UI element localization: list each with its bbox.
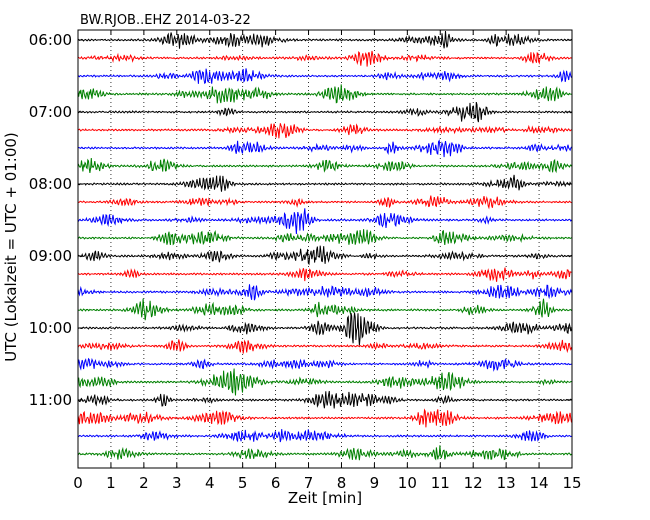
trace-line	[77, 101, 572, 123]
y-axis-title: UTC (Lokalzeit = UTC + 01:00)	[2, 132, 20, 362]
trace-line	[77, 50, 572, 67]
y-axis: 06:00 07:00 08:00 09:00 10:00 11:00	[29, 31, 572, 409]
trace-line	[77, 408, 572, 428]
x-tick-label: 7	[304, 474, 314, 492]
trace-line	[77, 339, 572, 354]
x-tick-label: 3	[172, 474, 182, 492]
x-tick-label: 0	[73, 474, 83, 492]
trace-line	[77, 368, 572, 396]
x-axis-title: Zeit [min]	[288, 489, 362, 507]
x-tick-label: 10	[398, 474, 417, 492]
y-tick-label: 11:00	[29, 391, 72, 409]
trace-line	[77, 84, 572, 104]
trace-line	[77, 229, 572, 246]
x-tick-label: 9	[370, 474, 380, 492]
trace-line	[77, 208, 572, 234]
trace-line	[77, 123, 572, 139]
x-tick-label: 15	[562, 474, 581, 492]
x-tick-label: 4	[205, 474, 215, 492]
trace-line	[77, 298, 572, 321]
trace-line	[77, 312, 572, 346]
x-tick-label: 1	[106, 474, 116, 492]
x-tick-label: 12	[464, 474, 483, 492]
trace-line	[77, 445, 572, 461]
x-tick-label: 6	[271, 474, 281, 492]
trace-line	[77, 429, 572, 443]
y-tick-label: 10:00	[29, 319, 72, 337]
trace-line	[77, 357, 572, 372]
x-tick-label: 5	[238, 474, 248, 492]
x-tick-label: 11	[431, 474, 450, 492]
trace-line	[77, 139, 572, 158]
trace-line	[77, 267, 572, 282]
y-tick-label: 06:00	[29, 31, 72, 49]
trace-line	[77, 390, 572, 409]
plot-frame	[77, 29, 573, 469]
trace-line	[77, 157, 572, 174]
x-tick-label: 14	[530, 474, 549, 492]
trace-group	[77, 31, 572, 461]
x-tick-label: 2	[139, 474, 149, 492]
y-tick-label: 08:00	[29, 175, 72, 193]
x-axis: 0 1 2 3 4 5 6 7 8 9 10 11 12 13 14 15	[73, 30, 582, 492]
trace-line	[77, 31, 572, 49]
trace-line	[77, 284, 572, 301]
x-tick-label: 13	[497, 474, 516, 492]
x-tick-label: 8	[337, 474, 347, 492]
chart-title: BW.RJOB..EHZ 2014-03-22	[80, 13, 251, 28]
trace-line	[77, 68, 572, 85]
y-tick-label: 09:00	[29, 247, 72, 265]
y-tick-label: 07:00	[29, 103, 72, 121]
trace-line	[77, 174, 572, 192]
trace-line	[77, 245, 572, 266]
trace-line	[77, 195, 572, 210]
